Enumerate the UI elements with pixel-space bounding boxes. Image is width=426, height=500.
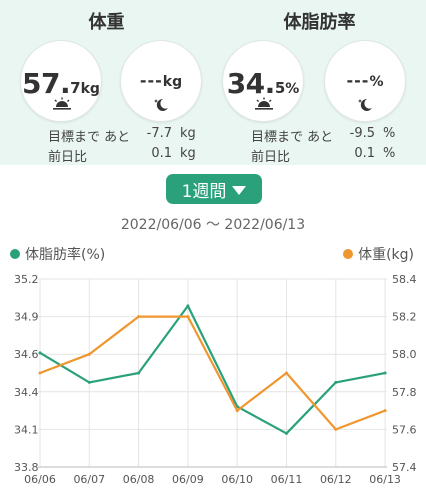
y-right-tick-label: 57.4 [392, 461, 417, 474]
y-axis-left-labels: 35.2 34.9 34.6 34.4 34.1 33.8 [14, 273, 39, 474]
y-left-tick-label: 33.8 [14, 461, 39, 474]
bodyfat-prev-value: 0.1 [354, 146, 375, 161]
bodyfat-prev-unit: % [383, 146, 396, 161]
bodyfat-goal-label: 目標まで あと [251, 130, 334, 145]
weight-goal-row: 目標まで あと -7.7 kg [48, 126, 196, 145]
weight-prev-unit: kg [180, 146, 196, 161]
weight-series-line [39, 315, 386, 431]
chart-series [38, 304, 387, 435]
y-left-tick-label: 34.6 [14, 348, 39, 361]
y-right-tick-label: 58.2 [392, 311, 417, 324]
bodyfat-goal-unit: % [383, 126, 396, 141]
line-chart[interactable]: 35.2 34.9 34.6 34.4 34.1 33.8 58.4 58.2 58.0 57.… [0, 270, 426, 500]
bodyfat-title: 体脂肪率 [283, 12, 356, 33]
x-tick-label: 06/09 [172, 473, 204, 486]
bodyfat-morning-value: 34.5% [223, 67, 303, 100]
legend-bodyfat-label: 体脂肪率(%) [25, 247, 106, 263]
y-left-tick-label: 34.4 [14, 386, 39, 399]
bodyfat-data-point [285, 431, 288, 435]
bodyfat-data-point [334, 380, 338, 384]
weight-title: 体重 [88, 12, 125, 33]
legend-bodyfat-dot [10, 249, 20, 259]
period-dropdown-button[interactable]: 1週間 [166, 174, 262, 204]
x-tick-label: 06/12 [320, 473, 352, 486]
weight-morning-dec: 7 [70, 79, 81, 97]
bodyfat-data-point [38, 351, 42, 355]
bodyfat-data-point [137, 371, 141, 375]
sunrise-icon [255, 97, 273, 110]
date-range: 2022/06/06 〜 2022/06/13 [120, 217, 306, 233]
x-tick-label: 06/10 [221, 473, 253, 486]
weight-data-point [38, 371, 42, 375]
weight-goal-value: -7.7 [146, 126, 172, 141]
bodyfat-prev-row: 前日比 0.1 % [251, 146, 395, 165]
x-tick-label: 06/07 [73, 473, 105, 486]
bodyfat-goal-row: 目標まで あと -9.5 % [251, 126, 395, 145]
weight-prev-value: 0.1 [151, 146, 172, 161]
x-tick-label: 06/08 [123, 473, 155, 486]
weight-data-point [137, 315, 141, 319]
x-tick-label: 06/13 [369, 473, 401, 486]
bodyfat-morning-unit: % [285, 81, 300, 97]
bodyfat-data-point [186, 304, 190, 308]
bodyfat-series-line [39, 304, 386, 435]
x-tick-label: 06/11 [271, 473, 303, 486]
moon-icon [154, 98, 168, 111]
weight-evening-unit: kg [162, 74, 183, 90]
weight-data-point [235, 409, 239, 413]
y-left-tick-label: 34.9 [14, 311, 39, 324]
weight-goal-label: 目標まで あと [48, 130, 131, 145]
bodyfat-prev-label: 前日比 [251, 150, 291, 165]
bodyfat-goal-value: -9.5 [349, 126, 375, 141]
weight-data-point [186, 315, 190, 319]
weight-morning-unit: kg [80, 81, 100, 97]
bodyfat-evening-value: ---% [325, 71, 405, 90]
weight-goal-unit: kg [180, 126, 196, 141]
bodyfat-data-point [383, 371, 387, 375]
weight-morning-int: 57. [22, 67, 71, 100]
weight-prev-row: 前日比 0.1 kg [48, 146, 196, 165]
legend-weight: 体重(kg) [343, 244, 414, 264]
bodyfat-data-point [87, 380, 91, 384]
bodyfat-evening-dash: --- [346, 71, 370, 90]
chart-grid [38, 278, 388, 468]
y-right-tick-label: 57.8 [392, 386, 417, 399]
weight-evening-value: ---kg [121, 71, 201, 90]
sunrise-icon [53, 97, 71, 110]
y-right-tick-label: 58.0 [392, 348, 417, 361]
y-right-tick-label: 57.6 [392, 423, 417, 436]
weight-data-point [383, 409, 387, 413]
bodyfat-morning-int: 34. [226, 67, 276, 100]
moon-icon [358, 98, 372, 111]
weight-data-point [87, 352, 91, 356]
weight-prev-label: 前日比 [48, 150, 88, 165]
y-axis-right-labels: 58.4 58.2 58.0 57.8 57.6 57.4 [392, 273, 417, 474]
weight-morning-circle[interactable]: 57.7kg [20, 40, 102, 122]
x-tick-label: 06/06 [24, 473, 56, 486]
period-label: 1週間 [181, 181, 227, 202]
bodyfat-evening-unit: % [369, 74, 384, 90]
weight-evening-dash: --- [139, 71, 163, 90]
bodyfat-evening-circle[interactable]: ---% [324, 40, 406, 122]
y-left-tick-label: 34.1 [14, 423, 39, 436]
y-left-tick-label: 35.2 [14, 273, 39, 286]
weight-data-point [285, 371, 288, 375]
bodyfat-morning-dec: 5 [274, 79, 286, 97]
weight-data-point [334, 427, 338, 431]
legend-weight-label: 体重(kg) [358, 247, 414, 263]
y-right-tick-label: 58.4 [392, 273, 417, 286]
caret-down-icon [232, 185, 247, 195]
bodyfat-morning-circle[interactable]: 34.5% [222, 40, 304, 122]
weight-evening-circle[interactable]: ---kg [120, 40, 202, 122]
x-axis-labels: 06/06 06/07 06/08 06/09 06/10 06/11 06/12 06/13 [24, 473, 401, 486]
weight-morning-value: 57.7kg [21, 67, 101, 100]
legend-bodyfat: 体脂肪率(%) [10, 244, 105, 264]
legend-weight-dot [343, 249, 354, 259]
